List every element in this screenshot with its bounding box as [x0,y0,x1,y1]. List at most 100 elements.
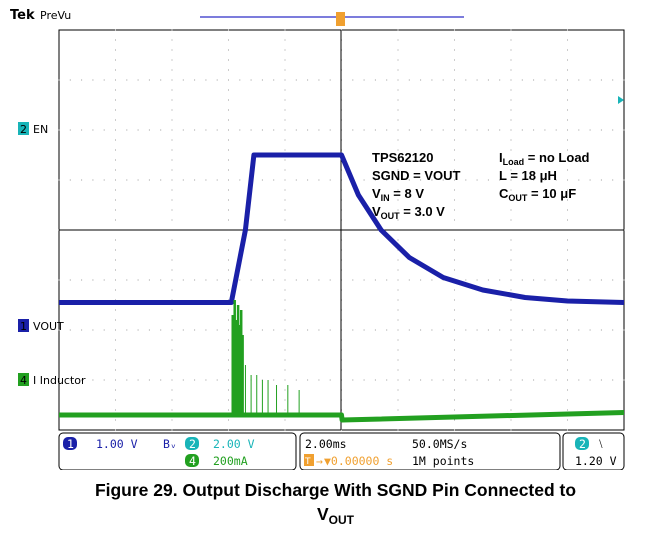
grid-dot [510,209,512,211]
grid-dot [171,199,173,201]
grid-dot [148,279,150,281]
grid-dot [567,349,568,351]
grid-dot [454,299,455,301]
grid-dot [363,129,365,131]
trigger-position: ▼0.00000 s [324,454,393,468]
grid-dot [408,79,410,81]
trigger-ch-badge [575,437,589,450]
grid-dot [171,289,173,291]
grid-dot [374,129,376,131]
grid-dot [92,179,94,181]
inductance-note: L = 18 μH [499,168,557,183]
grid-dot [612,179,614,181]
grid-dot [115,219,116,221]
trigger-slope: ⧵ [599,437,603,451]
grid-dot [352,79,354,81]
grid-dot [567,269,568,271]
grid-dot [284,49,286,51]
grid-dot [148,79,150,81]
grid-dot [284,429,286,431]
grid-dot [284,379,286,381]
grid-dot [171,239,173,241]
grid-dot [454,199,455,201]
grid-dot [465,279,467,281]
grid-dot [397,139,399,141]
grid-dot [499,129,501,131]
grid-dot [228,249,229,251]
grid-dot [420,129,422,131]
grid-dot [318,379,320,381]
grid-dot [228,119,229,121]
grid-dot [81,379,83,381]
grid-dot [397,319,399,321]
grid-dot [510,379,512,381]
grid-dot [397,79,399,81]
grid-dot [160,279,162,281]
grid-dot [397,129,399,131]
bandwidth-mark: Bᵥ [163,437,177,451]
grid-dot [386,379,388,381]
grid-dot [58,79,60,81]
grid-dot [567,259,568,261]
grid-dot [171,339,173,341]
grid-dot [228,79,229,81]
grid-dot [555,329,557,331]
grid-dot [612,279,614,281]
grid-dot [284,199,286,201]
grid-dot [454,159,455,161]
grid-dot [115,209,116,211]
grid-dot [295,329,297,331]
grid-dot [228,179,229,181]
grid-dot [81,129,83,131]
grid-dot [454,419,455,421]
grid-dot [567,69,568,71]
grid-dot [589,79,591,81]
grid-dot [284,399,286,401]
grid-dot [115,409,116,411]
grid-dot [115,199,116,201]
grid-dot [194,379,196,381]
grid-dot [284,79,286,81]
grid-dot [397,289,399,291]
grid-dot [408,279,410,281]
svg-text:2: 2 [189,437,196,451]
grid-dot [284,239,286,241]
grid-dot [115,399,116,401]
grid-dot [589,179,591,181]
grid-dot [454,89,455,91]
grid-dot [454,29,455,31]
grid-dot [397,69,399,71]
grid-dot [148,179,150,181]
grid-dot [533,329,535,331]
grid-dot [58,129,60,131]
grid-dot [521,179,523,181]
grid-dot [171,309,173,311]
channel-1-marker: 1 [18,319,29,333]
grid-dot [115,349,116,351]
grid-dot [454,149,455,151]
grid-dot [454,109,455,111]
grid-dot [273,79,275,81]
grid-dot [510,339,512,341]
grid-dot [92,379,94,381]
grid-dot [228,289,229,291]
grid-dot [137,279,139,281]
grid-dot [228,209,229,211]
grid-dot [510,359,512,361]
cout-note: COUT = 10 μF [499,186,576,203]
grid-dot [284,109,286,111]
grid-dot [284,359,286,361]
grid-dot [171,129,173,131]
ch2-scale: 2.00 V [213,437,255,451]
grid-dot [476,279,478,281]
grid-dot [397,299,399,301]
grid-dot [397,209,399,211]
grid-dot [499,279,501,281]
grid-dot [329,329,331,331]
grid-dot [284,169,286,171]
grid-dot [374,279,376,281]
grid-dot [589,329,591,331]
grid-dot [284,189,286,191]
grid-dot [420,329,422,331]
grid-dot [397,169,399,171]
